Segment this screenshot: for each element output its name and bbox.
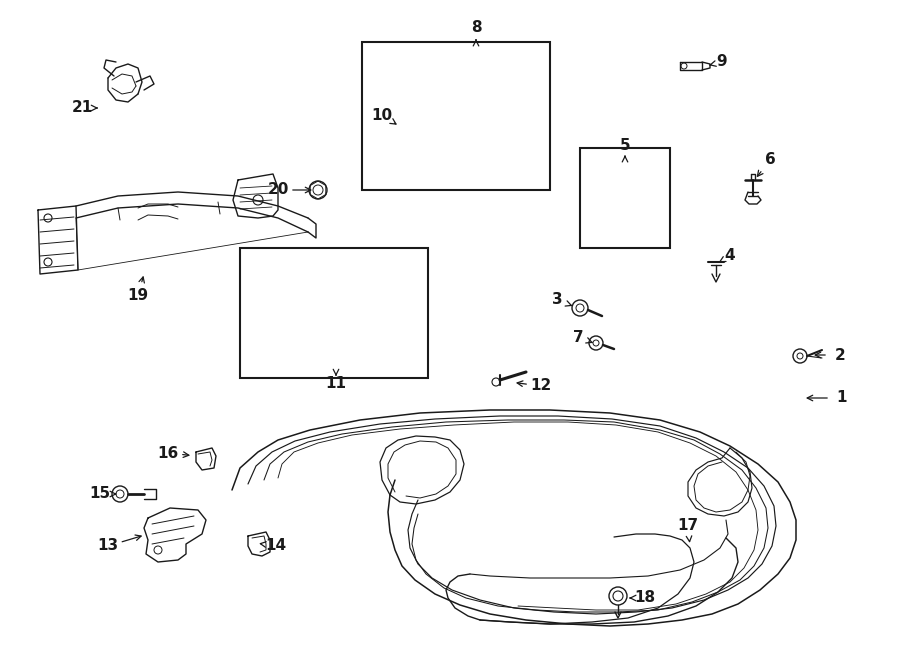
Text: 17: 17 [678, 518, 698, 533]
Bar [362, 42, 550, 190]
Text: 19: 19 [128, 288, 148, 303]
Bar [240, 248, 428, 378]
Text: 7: 7 [572, 329, 583, 344]
Text: 14: 14 [266, 539, 286, 553]
Text: 3: 3 [552, 293, 562, 307]
Text: 15: 15 [89, 486, 111, 502]
Text: 13: 13 [97, 539, 119, 553]
Text: 20: 20 [267, 182, 289, 198]
Text: 4: 4 [724, 249, 735, 264]
Text: 10: 10 [372, 108, 392, 122]
Text: 2: 2 [834, 348, 845, 362]
Text: 9: 9 [716, 54, 727, 69]
Text: 16: 16 [158, 446, 178, 461]
Text: 1: 1 [837, 391, 847, 405]
Bar [580, 148, 670, 248]
Text: 18: 18 [634, 590, 655, 605]
Text: 5: 5 [620, 137, 630, 153]
Text: 6: 6 [765, 153, 776, 167]
Text: 12: 12 [530, 379, 552, 393]
Text: 8: 8 [471, 20, 482, 36]
Text: 21: 21 [71, 100, 93, 116]
Text: 11: 11 [326, 377, 346, 391]
